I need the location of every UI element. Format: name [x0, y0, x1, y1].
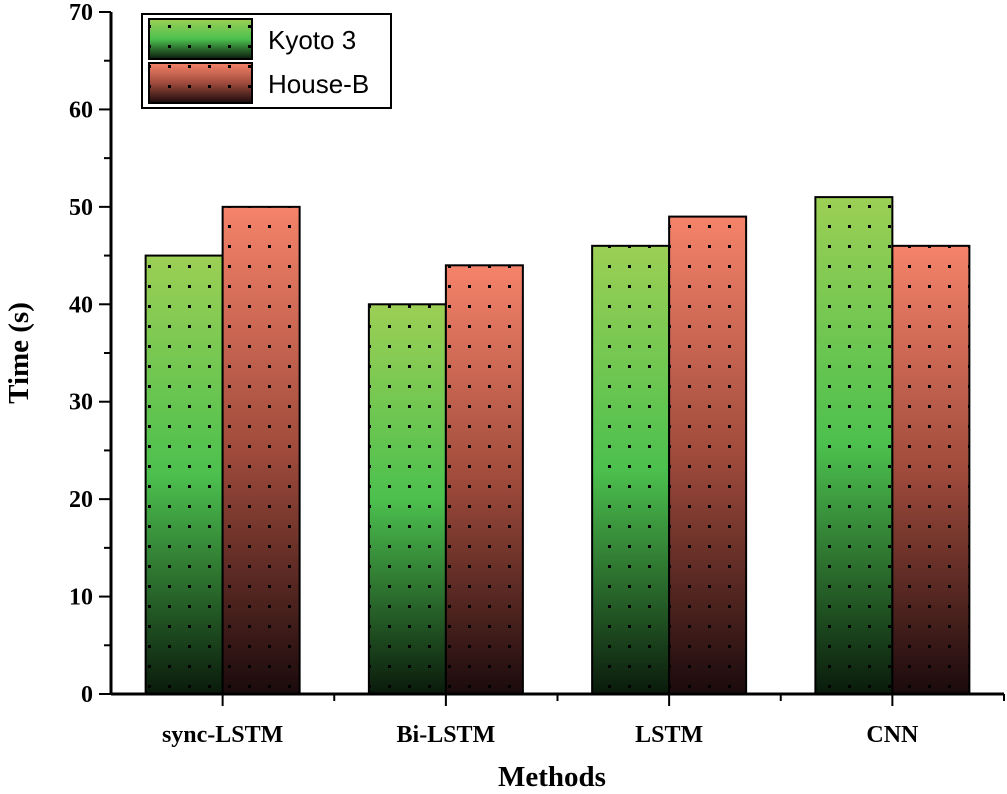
bar-dot-pattern — [368, 304, 446, 694]
y-ticks: 0 10 20 30 40 50 60 70 — [69, 0, 111, 708]
legend-label-house-b: House-B — [268, 69, 369, 99]
bar-dot-pattern — [445, 265, 523, 694]
y-tick-label: 30 — [69, 390, 93, 416]
legend-label-kyoto-3: Kyoto 3 — [268, 25, 356, 55]
legend: Kyoto 3 House-B — [141, 13, 392, 109]
x-tick-label: sync-LSTM — [162, 722, 283, 748]
bars-group — [144, 196, 971, 695]
bar-dot-pattern — [892, 245, 970, 695]
y-tick-label: 70 — [69, 0, 93, 26]
bar-dot-pattern — [222, 206, 300, 694]
y-tick-label: 40 — [69, 292, 93, 318]
y-tick-label: 60 — [69, 97, 93, 123]
bar-dot-pattern — [145, 255, 223, 695]
y-tick-label: 20 — [69, 487, 93, 513]
legend-swatch-kyoto-3-dots — [149, 19, 252, 59]
y-tick-label: 10 — [69, 585, 93, 611]
y-axis-title: Time (s) — [3, 302, 35, 404]
legend-swatch-house-b-dots — [149, 63, 252, 103]
bar-dot-pattern — [669, 216, 747, 694]
bar-dot-pattern — [592, 245, 670, 695]
bar-dot-pattern — [815, 197, 893, 694]
x-axis-title: Methods — [498, 761, 606, 793]
x-ticks: sync-LSTM Bi-LSTM LSTM CNN — [162, 694, 1005, 748]
y-tick-label: 0 — [81, 682, 93, 708]
x-tick-label: LSTM — [635, 722, 703, 748]
y-tick-label: 50 — [69, 195, 93, 221]
x-tick-label: Bi-LSTM — [397, 722, 496, 748]
x-tick-label: CNN — [866, 722, 919, 748]
